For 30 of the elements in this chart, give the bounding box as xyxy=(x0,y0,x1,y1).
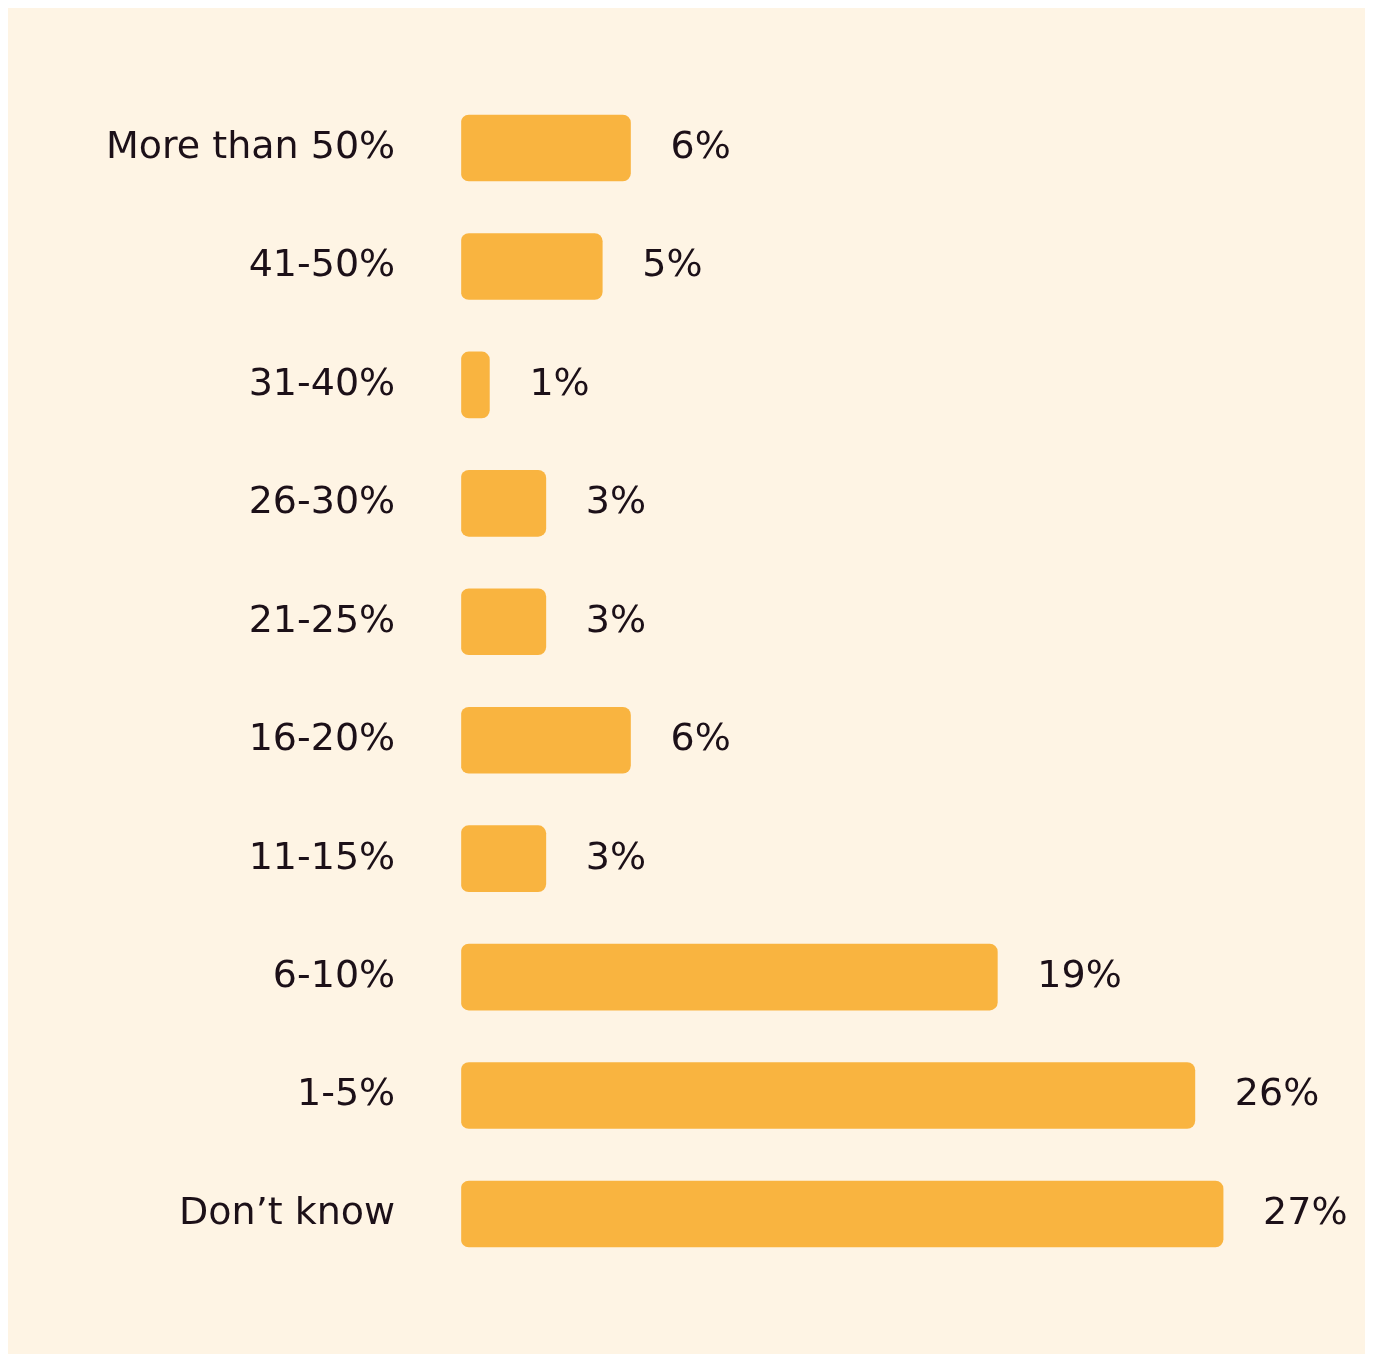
y-tick-label: 31-40% xyxy=(248,359,396,404)
data-label: 5% xyxy=(642,241,703,286)
data-label: 6% xyxy=(670,122,731,167)
y-tick-label: More than 50% xyxy=(105,122,396,167)
y-tick-label: 26-30% xyxy=(248,478,396,523)
y-tick-label: 41-50% xyxy=(248,241,396,286)
y-tick-label: 11-15% xyxy=(248,833,396,878)
y-tick-label: 21-25% xyxy=(248,596,396,641)
bar xyxy=(461,706,631,774)
data-label: 3% xyxy=(585,596,647,641)
bar xyxy=(461,588,547,656)
bar xyxy=(461,114,631,182)
bar xyxy=(461,1180,1224,1248)
y-tick-label: 6-10% xyxy=(272,951,396,996)
bar xyxy=(461,470,547,537)
bar xyxy=(461,233,603,300)
data-label: 3% xyxy=(585,833,647,878)
data-label: 19% xyxy=(1037,951,1122,996)
data-label: 26% xyxy=(1234,1070,1320,1115)
bar xyxy=(461,1062,1196,1129)
bar xyxy=(461,825,547,892)
data-label: 27% xyxy=(1263,1188,1348,1233)
data-label: 3% xyxy=(585,478,647,523)
y-tick-label: Don’t know xyxy=(179,1188,396,1233)
y-tick-label: 16-20% xyxy=(248,715,396,760)
bar xyxy=(461,351,490,419)
data-label: 6% xyxy=(670,715,731,760)
data-label: 1% xyxy=(529,359,590,404)
bar xyxy=(461,943,998,1011)
y-tick-label: 1-5% xyxy=(296,1070,396,1115)
